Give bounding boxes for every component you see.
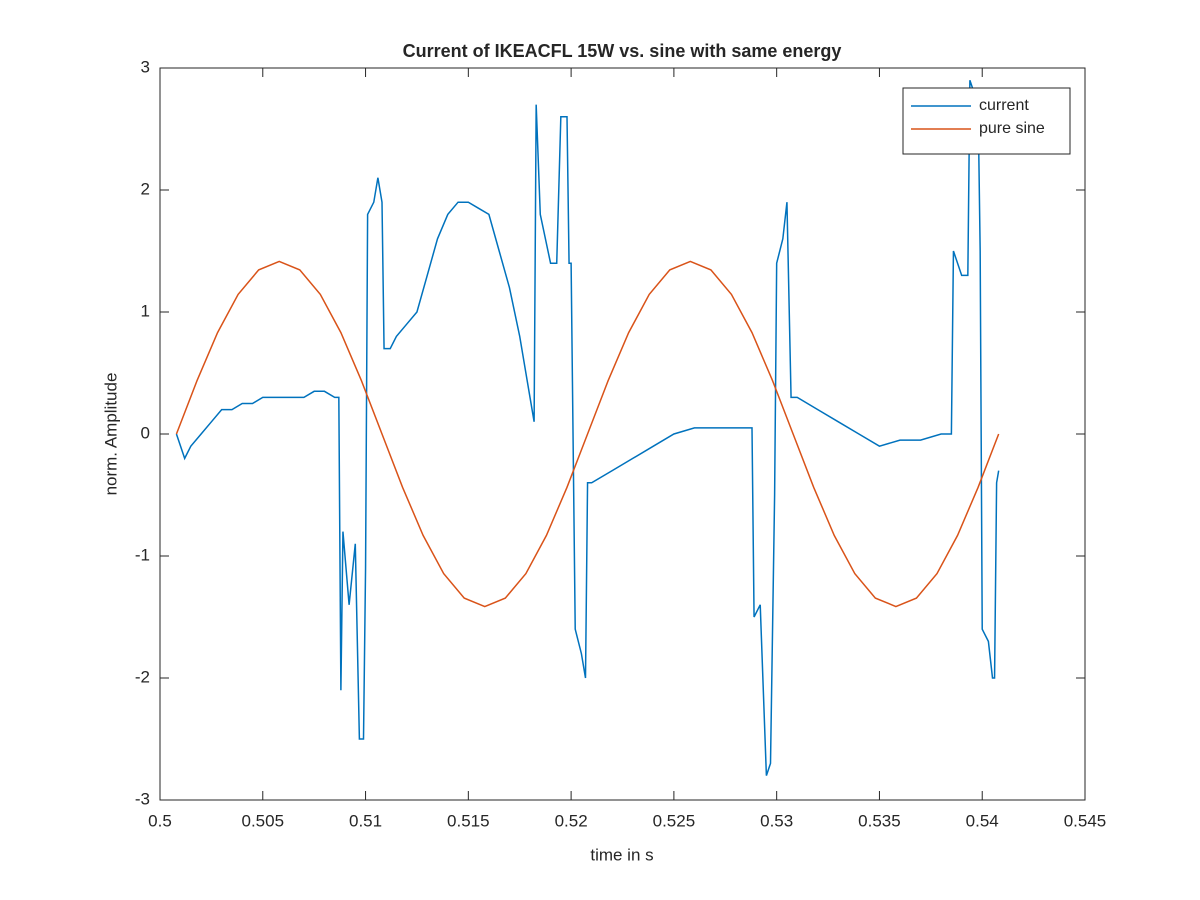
y-tick-label: 3 (141, 57, 150, 76)
y-tick-label: 1 (141, 301, 150, 320)
chart-title: Current of IKEACFL 15W vs. sine with sam… (403, 41, 842, 61)
x-tick-label: 0.515 (447, 811, 490, 830)
data-line (175, 260, 1000, 608)
y-tick-label: -2 (135, 667, 150, 686)
y-axis-label: norm. Amplitude (101, 373, 120, 496)
x-tick-label: 0.535 (858, 811, 901, 830)
y-tick-label: 0 (141, 423, 150, 442)
axes-box (159, 67, 1086, 801)
y-tick-label: -3 (135, 789, 150, 808)
x-tick-label: 0.505 (242, 811, 285, 830)
x-tick-label: 0.54 (966, 811, 999, 830)
y-tick-label: 2 (141, 179, 150, 198)
x-tick-label: 0.545 (1064, 811, 1107, 830)
data-line (175, 79, 1000, 776)
x-tick-label: 0.525 (653, 811, 696, 830)
legend-box (902, 87, 1071, 155)
legend-label: current (979, 97, 1029, 114)
y-tick-label: -1 (135, 545, 150, 564)
legend-label: pure sine (979, 120, 1045, 137)
x-tick-label: 0.53 (760, 811, 793, 830)
x-axis-label: time in s (590, 845, 653, 864)
x-tick-label: 0.5 (148, 811, 172, 830)
x-tick-label: 0.51 (349, 811, 382, 830)
x-tick-label: 0.52 (555, 811, 588, 830)
